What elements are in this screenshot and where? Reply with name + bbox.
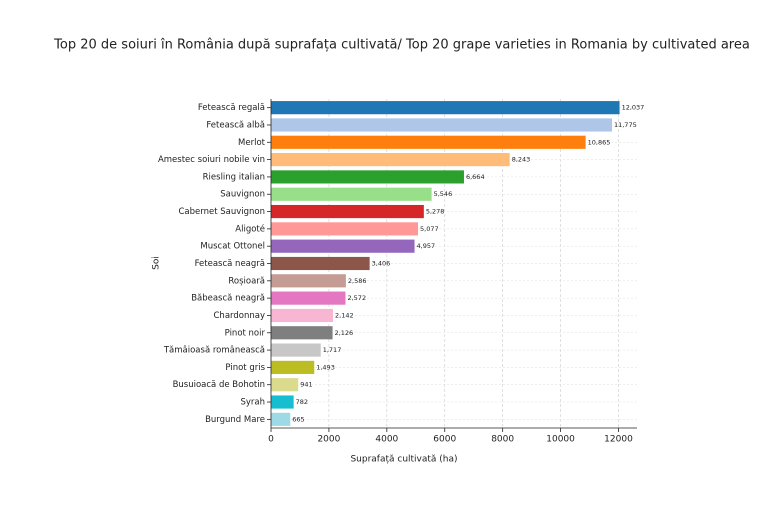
bar (271, 274, 346, 288)
y-tick-label: Merlot (238, 138, 266, 148)
bar-value-label: 1,493 (316, 363, 335, 371)
y-tick-label: Riesling italian (203, 172, 265, 182)
y-tick-label: Fetească regală (198, 103, 265, 113)
bar (271, 308, 334, 323)
bar (271, 291, 346, 305)
bar (271, 326, 333, 340)
bar-value-label: 2,586 (348, 277, 367, 285)
bar-value-label: 8,243 (512, 156, 531, 164)
bar-value-label: 941 (300, 381, 312, 389)
bar-value-label: 12,037 (622, 104, 645, 112)
x-tick-label: 8000 (491, 435, 514, 445)
bar-value-label: 2,572 (347, 294, 366, 302)
bar (271, 135, 586, 149)
bar (271, 395, 294, 409)
bar-value-label: 3,406 (372, 260, 391, 268)
y-tick-label: Roșioară (228, 276, 265, 286)
bar (271, 222, 419, 236)
y-tick-label: Chardonnay (214, 311, 266, 321)
y-tick-label: Busuioacă de Bohotin (173, 380, 265, 390)
bar (271, 101, 620, 115)
bar-value-label: 2,142 (335, 311, 354, 319)
y-tick-label: Tămâioasă românească (163, 346, 265, 356)
y-tick-label: Pinot noir (225, 328, 266, 338)
bar (271, 360, 315, 374)
x-tick-label: 10000 (546, 435, 575, 445)
y-tick-label: Băbească neagră (191, 294, 265, 304)
bar-value-label: 4,957 (417, 242, 436, 250)
x-axis-label: Suprafață cultivată (ha) (350, 455, 457, 465)
y-tick-label: Fetească neagră (195, 259, 265, 269)
bar (271, 378, 299, 392)
bar (271, 343, 321, 357)
y-tick-label: Pinot gris (225, 363, 265, 373)
bar-value-label: 1,717 (323, 346, 342, 354)
bar-value-label: 5,278 (426, 208, 445, 216)
chart-title: Top 20 de soiuri în România după suprafa… (53, 38, 750, 53)
y-tick-label: Aligoté (235, 223, 265, 234)
x-tick-label: 0 (268, 435, 274, 445)
y-tick-label: Burgund Mare (205, 415, 265, 425)
bar (271, 204, 424, 219)
bar (271, 412, 291, 426)
x-tick-label: 12000 (604, 435, 633, 445)
y-tick-label: Muscat Ottonel (200, 242, 265, 252)
y-tick-label: Fetească albă (206, 120, 265, 130)
bar (271, 239, 415, 253)
bar-value-label: 11,775 (614, 121, 637, 129)
x-tick-label: 2000 (317, 435, 340, 445)
y-axis-label: Soi (152, 256, 162, 270)
y-tick-label: Amestec soiuri nobile vin (158, 155, 265, 165)
bar (271, 187, 432, 201)
y-tick-label: Syrah (240, 398, 265, 408)
bar-value-label: 6,664 (466, 173, 485, 181)
bar-value-label: 782 (296, 398, 308, 406)
bar-value-label: 5,546 (434, 190, 453, 198)
bar (271, 153, 510, 167)
bar-value-label: 5,077 (420, 225, 439, 233)
y-tick-label: Cabernet Sauvignon (178, 207, 265, 217)
bar-value-label: 665 (292, 415, 304, 423)
y-tick-label: Sauvignon (220, 190, 265, 200)
bar (271, 256, 370, 271)
bar (271, 170, 464, 184)
bar-value-label: 10,865 (588, 138, 611, 146)
bar (271, 118, 612, 132)
x-tick-label: 6000 (433, 435, 456, 445)
bar-value-label: 2,126 (335, 329, 354, 337)
x-tick-label: 4000 (375, 435, 398, 445)
